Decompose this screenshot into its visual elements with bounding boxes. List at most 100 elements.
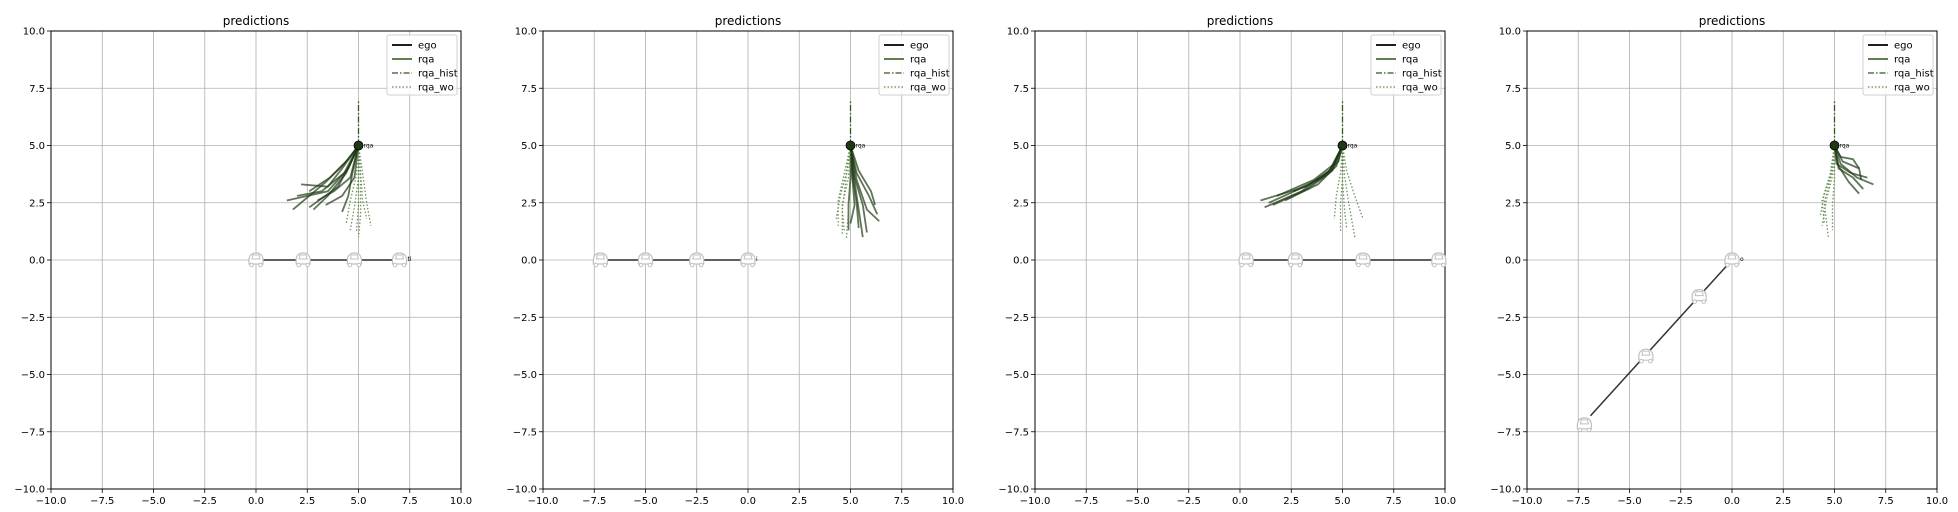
rqa-agent-marker — [1829, 140, 1840, 151]
x-tick-label: −2.5 — [1669, 496, 1693, 507]
car-wheel — [249, 262, 254, 268]
car-wheel — [1692, 299, 1697, 304]
x-tick-label: 10.0 — [1434, 496, 1456, 507]
y-tick-label: 2.5 — [1013, 198, 1029, 209]
rqa-prediction-line — [1264, 145, 1344, 209]
car-window — [1727, 254, 1737, 260]
car-window — [1434, 254, 1444, 260]
x-tick-label: −5.0 — [141, 496, 165, 507]
rqa-prediction-line — [1833, 145, 1860, 169]
y-tick-label: −7.5 — [513, 427, 537, 438]
car-window — [1290, 254, 1300, 260]
rqa-prediction-line — [849, 145, 879, 215]
y-tick-label: −5.0 — [1497, 370, 1521, 381]
legend-label: rqa_wo — [418, 83, 454, 94]
rqa-agent-marker — [845, 140, 856, 151]
y-tick-label: −10.0 — [14, 485, 45, 496]
x-tick-label: 5.0 — [843, 496, 859, 507]
ego-car-icon — [637, 252, 654, 268]
y-tick-label: −10.0 — [506, 485, 537, 496]
rqa-wo-line — [1821, 145, 1836, 226]
ego-label: ti — [408, 256, 412, 263]
car-window — [1694, 291, 1704, 297]
chart-title: predictions — [715, 14, 781, 28]
rqa-prediction-line — [292, 144, 360, 211]
car-wheel — [296, 262, 301, 268]
legend-label: rqa_hist — [1402, 69, 1442, 80]
car-window — [251, 254, 261, 260]
x-tick-label: 2.5 — [791, 496, 807, 507]
car-window — [1641, 350, 1651, 356]
rqa-prediction-line — [1833, 145, 1860, 195]
y-tick-label: 10.0 — [1007, 27, 1029, 38]
x-tick-label: −2.5 — [685, 496, 709, 507]
car-wheel — [1586, 427, 1592, 433]
y-tick-label: 0.0 — [1013, 256, 1029, 267]
ego-car-icon — [1724, 252, 1740, 268]
ego-label: o — [1740, 256, 1744, 263]
legend-label: ego — [1894, 41, 1913, 52]
x-tick-label: 5.0 — [351, 496, 367, 507]
x-tick-label: −7.5 — [1566, 496, 1590, 507]
legend: ego rqa rqa_hist rqa_wo — [386, 34, 458, 96]
x-tick-label: 0.0 — [740, 496, 756, 507]
x-tick-label: 10.0 — [450, 496, 472, 507]
legend: ego rqa rqa_hist rqa_wo — [1862, 34, 1934, 96]
y-tick-label: −10.0 — [1490, 485, 1521, 496]
car-window — [349, 254, 360, 260]
rqa-wo-line — [1821, 145, 1836, 224]
chart-title: predictions — [223, 14, 289, 28]
car-wheel — [602, 262, 608, 268]
rqa-agent-marker — [1337, 140, 1348, 151]
rqa-agent-marker — [353, 140, 364, 151]
car-wheel — [593, 262, 599, 268]
y-tick-label: −7.5 — [1005, 427, 1029, 438]
x-tick-label: −7.5 — [1074, 496, 1098, 507]
y-tick-label: 7.5 — [1505, 84, 1521, 95]
x-tick-label: −7.5 — [90, 496, 114, 507]
y-tick-label: −7.5 — [1497, 427, 1521, 438]
y-tick-label: 0.0 — [1505, 256, 1521, 267]
legend-label: rqa — [1894, 55, 1910, 66]
y-tick-label: 2.5 — [29, 198, 45, 209]
car-wheel — [741, 262, 746, 268]
legend-label: rqa_hist — [418, 69, 458, 80]
rqa-wo-line — [355, 145, 360, 233]
x-tick-label: 5.0 — [1335, 496, 1351, 507]
car-wheel — [1734, 262, 1739, 268]
rqa-wo-line — [357, 145, 372, 226]
rqa-prediction-line — [1272, 145, 1344, 206]
car-window — [1358, 254, 1368, 260]
y-tick-label: 5.0 — [1013, 141, 1029, 152]
x-tick-label: −5.0 — [1617, 496, 1641, 507]
y-tick-label: −10.0 — [998, 485, 1029, 496]
x-tick-label: 0.0 — [1232, 496, 1248, 507]
rqa-label: rqa — [856, 143, 866, 150]
legend-label: ego — [910, 41, 929, 52]
x-tick-label: 7.5 — [1878, 496, 1894, 507]
ego-car-icon — [1238, 252, 1254, 268]
rqa-prediction-line — [325, 145, 360, 206]
car-wheel — [698, 262, 704, 268]
y-tick-label: 2.5 — [521, 198, 537, 209]
rqa-prediction-line — [317, 145, 360, 202]
car-wheel — [305, 262, 310, 268]
ego-car-icon — [740, 252, 756, 268]
y-tick-label: −2.5 — [1497, 313, 1521, 324]
rqa-wo-line — [1333, 145, 1344, 219]
car-wheel — [401, 262, 407, 268]
rqa-prediction-line — [312, 145, 360, 211]
x-tick-label: 0.0 — [1724, 496, 1740, 507]
y-tick-label: 5.0 — [521, 141, 537, 152]
rqa-wo-line — [1341, 145, 1364, 220]
y-tick-label: 10.0 — [1499, 27, 1521, 38]
car-window — [743, 254, 753, 260]
rqa-wo-line — [357, 145, 368, 219]
rqa-wo-line — [345, 145, 360, 224]
y-tick-label: −5.0 — [21, 370, 45, 381]
legend-box — [386, 34, 458, 96]
x-tick-label: −10.0 — [36, 496, 67, 507]
car-wheel — [1577, 427, 1583, 433]
car-window — [1579, 419, 1590, 425]
legend-label: rqa_hist — [910, 69, 950, 80]
